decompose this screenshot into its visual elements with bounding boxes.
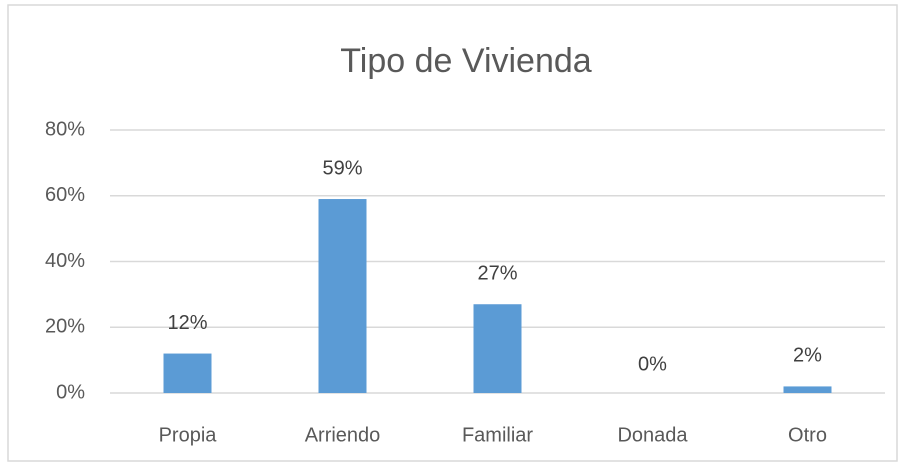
x-tick-label: Arriendo bbox=[305, 424, 381, 446]
x-tick-label: Familiar bbox=[462, 424, 533, 446]
value-label: 12% bbox=[167, 312, 207, 334]
chart-frame bbox=[7, 4, 898, 462]
y-tick-label: 40% bbox=[45, 250, 85, 272]
bar bbox=[163, 353, 212, 393]
value-label: 27% bbox=[477, 263, 517, 285]
bar bbox=[318, 199, 367, 393]
value-label: 2% bbox=[793, 345, 822, 367]
x-tick-label: Propia bbox=[159, 424, 218, 446]
bar bbox=[473, 304, 522, 393]
bar bbox=[783, 386, 832, 393]
value-label: 0% bbox=[638, 353, 667, 375]
chart-title: Tipo de Vivienda bbox=[340, 42, 591, 80]
x-tick-label: Otro bbox=[788, 424, 827, 446]
y-tick-label: 60% bbox=[45, 184, 85, 206]
y-tick-label: 80% bbox=[45, 118, 85, 140]
y-tick-label: 0% bbox=[56, 381, 85, 403]
value-label: 59% bbox=[322, 157, 362, 179]
y-tick-label: 20% bbox=[45, 316, 85, 338]
x-tick-label: Donada bbox=[617, 424, 688, 446]
